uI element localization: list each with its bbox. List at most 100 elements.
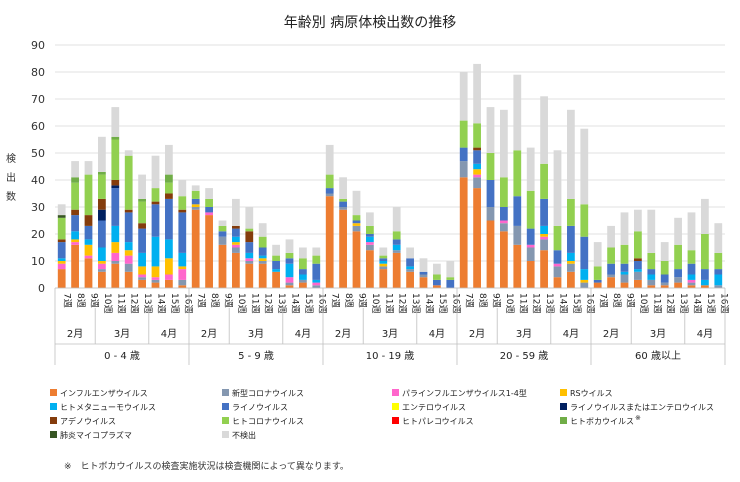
x-month-label: 3月 <box>382 328 398 340</box>
bar-segment <box>339 201 347 207</box>
x-week-label: 16週 <box>450 293 461 313</box>
bar-segment <box>339 177 347 199</box>
bar-segment <box>124 250 133 256</box>
bar-segment <box>379 263 388 267</box>
bar-segment <box>138 252 146 267</box>
bar-segment <box>272 271 280 288</box>
bar-segment <box>339 198 347 202</box>
x-week-label: 15週 <box>303 293 314 313</box>
bar-segment <box>446 277 455 280</box>
bar-segment <box>245 242 254 253</box>
bar-segment <box>232 247 240 253</box>
bar-segment <box>500 231 508 288</box>
bar-segment <box>84 239 93 245</box>
bar-segment <box>567 225 575 253</box>
bar-segment <box>714 269 723 275</box>
bar-segment <box>620 244 629 264</box>
x-month-label: 3月 <box>516 328 532 340</box>
x-week-label: 16週 <box>584 293 595 313</box>
bar-segment <box>258 261 267 264</box>
bar-segment <box>419 258 428 272</box>
legend-label: 新型コロナウイルス <box>232 388 304 398</box>
bar-segment <box>312 282 321 286</box>
y-tick-label: 40 <box>31 174 45 187</box>
bar-segment <box>218 220 227 226</box>
bar-segment <box>553 277 562 288</box>
bar-segment <box>580 204 589 237</box>
bar-segment <box>111 188 120 226</box>
y-tick-label: 0 <box>38 282 45 295</box>
bar-segment <box>98 171 106 175</box>
bar-segment <box>473 150 481 164</box>
bar-segment <box>151 282 160 288</box>
bar-segment <box>607 274 615 278</box>
bar-segment <box>714 285 723 288</box>
x-month-label: 2月 <box>335 328 351 340</box>
bar-segment <box>553 225 562 251</box>
x-month-label: 4月 <box>429 328 445 340</box>
bar-segment <box>258 258 267 261</box>
legend-swatch <box>392 417 399 424</box>
legend-swatch <box>392 403 399 410</box>
bar-segment <box>98 271 106 288</box>
bar-segment <box>285 282 294 286</box>
bar-segment <box>459 72 468 121</box>
legend-label: アデノウイルス <box>60 416 116 426</box>
bar-segment <box>500 220 508 224</box>
bar-segment <box>111 242 120 253</box>
bar-segment <box>71 161 79 178</box>
x-week-label: 14週 <box>424 293 435 313</box>
bar-segment <box>620 271 629 275</box>
bar-segment <box>473 123 481 148</box>
bar-segment <box>84 215 93 226</box>
x-week-label: 8週 <box>75 293 86 308</box>
bar-segment <box>406 258 414 267</box>
bar-segment <box>138 266 146 275</box>
x-week-label: 15週 <box>169 293 180 313</box>
bar-segment <box>459 120 468 148</box>
bar-segment <box>567 198 575 226</box>
bar-segment <box>71 209 79 216</box>
x-month-label: 2月 <box>67 328 83 340</box>
footnote: ※ ヒトボカウイルスの検査実施状況は検査機関によって異なります。 <box>64 462 349 472</box>
bar-segment <box>459 161 468 178</box>
x-week-label: 10週 <box>638 293 649 313</box>
bar-segment <box>580 282 589 288</box>
bar-segment <box>71 242 79 245</box>
x-week-label: 16週 <box>316 293 327 313</box>
bar-segment <box>151 155 160 189</box>
bar-segment <box>567 252 575 261</box>
bar-segment <box>687 212 696 251</box>
bar-segment <box>71 244 79 288</box>
bar-segment <box>433 285 441 288</box>
bar-segment <box>366 242 374 245</box>
legend-swatch <box>560 403 567 410</box>
bar-segment <box>312 279 321 283</box>
bar-segment <box>57 217 66 240</box>
x-week-label: 14週 <box>156 293 167 313</box>
legend-swatch <box>222 417 229 424</box>
y-axis-label-char: 検 <box>6 152 16 165</box>
bar-segment <box>634 261 642 270</box>
bar-segment <box>232 252 240 288</box>
bar-segment <box>634 209 642 232</box>
bar-segment <box>178 269 187 280</box>
bar-segment <box>57 215 66 218</box>
bar-segment <box>701 234 709 270</box>
bar-segment <box>124 212 133 243</box>
bar-segment <box>339 209 347 288</box>
bar-segment <box>567 271 575 288</box>
bar-segment <box>312 285 321 288</box>
bar-segment <box>433 279 441 286</box>
bar-segment <box>660 274 669 283</box>
bar-segment <box>446 279 455 288</box>
bar-segment <box>526 247 535 261</box>
bar-segment <box>285 239 294 253</box>
bar-segment <box>258 247 267 256</box>
legend-label: ライノウイルスまたはエンテロウイルス <box>570 403 714 412</box>
bar-segment <box>111 139 120 180</box>
bar-segment <box>138 223 146 229</box>
bar-segment <box>379 258 388 261</box>
x-age-group-label: 60 歳以上 <box>635 350 681 362</box>
bar-segment <box>57 263 66 270</box>
